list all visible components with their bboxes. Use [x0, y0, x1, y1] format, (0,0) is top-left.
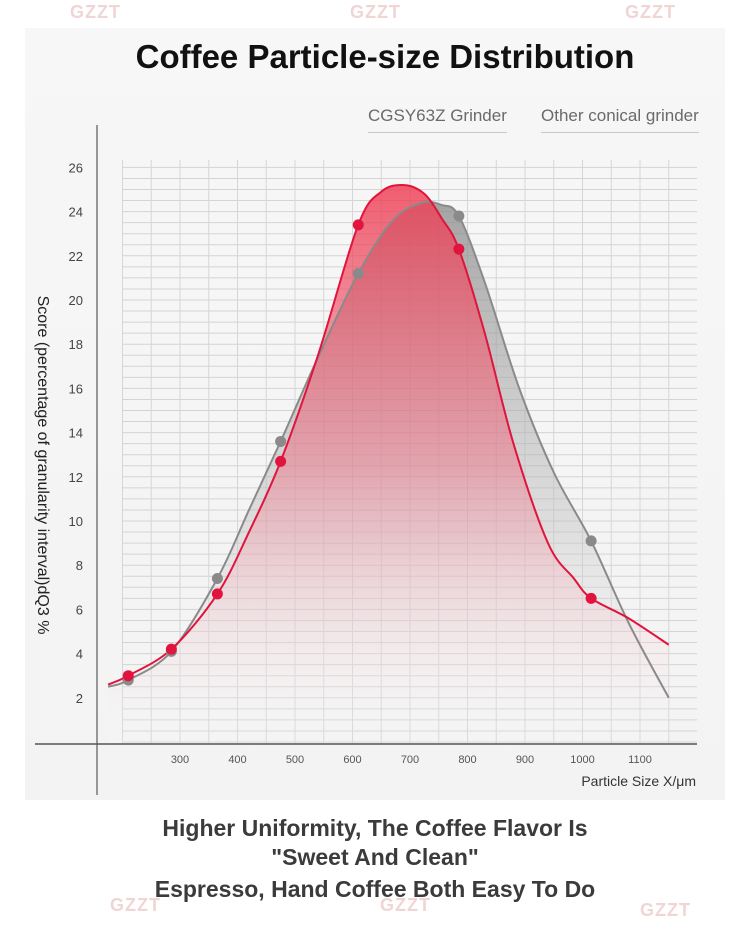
data-point-cgsy63z	[165, 643, 177, 655]
x-tick-label: 500	[286, 754, 304, 766]
caption-line-1: Higher Uniformity, The Coffee Flavor Is	[162, 815, 588, 841]
y-tick-label: 16	[69, 381, 83, 396]
watermark-logo: GZZT	[380, 895, 431, 915]
watermark-logo: GZZT	[640, 900, 691, 920]
x-tick-label: 300	[171, 754, 189, 766]
watermark-logo: GZZT	[70, 2, 121, 22]
x-tick-label: 900	[516, 754, 534, 766]
caption-line-2: "Sweet And Clean"	[271, 844, 479, 870]
chart-title: Coffee Particle-size Distribution	[135, 38, 635, 75]
data-point-cgsy63z	[122, 670, 134, 682]
y-axis-label: Score (percentage of granularity interva…	[34, 296, 51, 635]
x-tick-label: 400	[228, 754, 246, 766]
series-area-cgsy63z	[108, 184, 669, 745]
y-tick-label: 20	[69, 293, 83, 308]
x-axis-label: Particle Size X/μm	[581, 773, 696, 789]
y-tick-label: 10	[69, 514, 83, 529]
data-point-cgsy63z	[211, 588, 223, 600]
caption-usage: Espresso, Hand Coffee Both Easy To Do	[154, 876, 596, 902]
series-line-cgsy63z	[107, 183, 670, 686]
data-point-other-conical	[585, 535, 597, 547]
watermark-logo: GZZT	[625, 2, 676, 22]
legend-item-other-conical: Other conical grinder	[541, 106, 699, 133]
x-tick-label: 1100	[628, 754, 652, 766]
y-tick-label: 18	[69, 337, 83, 352]
watermark-logo: GZZT	[110, 895, 161, 915]
y-tick-label: 4	[76, 647, 83, 662]
data-point-cgsy63z	[453, 243, 465, 255]
y-tick-label: 2	[76, 691, 83, 706]
y-tick-label: 14	[69, 426, 83, 441]
data-point-cgsy63z	[585, 592, 597, 604]
data-point-other-conical	[352, 267, 364, 279]
x-tick-label: 600	[343, 754, 361, 766]
data-point-other-conical	[453, 210, 465, 222]
x-tick-label: 1000	[570, 754, 594, 766]
data-point-cgsy63z	[275, 455, 287, 467]
x-tick-label: 700	[401, 754, 419, 766]
x-tick-label: 800	[458, 754, 476, 766]
y-tick-label: 6	[76, 602, 83, 617]
y-tick-label: 22	[69, 249, 83, 264]
watermark-logo: GZZT	[350, 2, 401, 22]
y-tick-label: 26	[69, 160, 83, 175]
y-tick-label: 24	[69, 205, 83, 220]
data-point-other-conical	[275, 435, 287, 447]
data-point-other-conical	[211, 572, 223, 584]
y-tick-label: 8	[76, 558, 83, 573]
legend-item-cgsy63z: CGSY63Z Grinder	[368, 106, 507, 133]
data-point-cgsy63z	[352, 219, 364, 231]
caption-uniformity: Higher Uniformity, The Coffee Flavor Is …	[0, 814, 750, 872]
y-tick-label: 12	[69, 470, 83, 485]
